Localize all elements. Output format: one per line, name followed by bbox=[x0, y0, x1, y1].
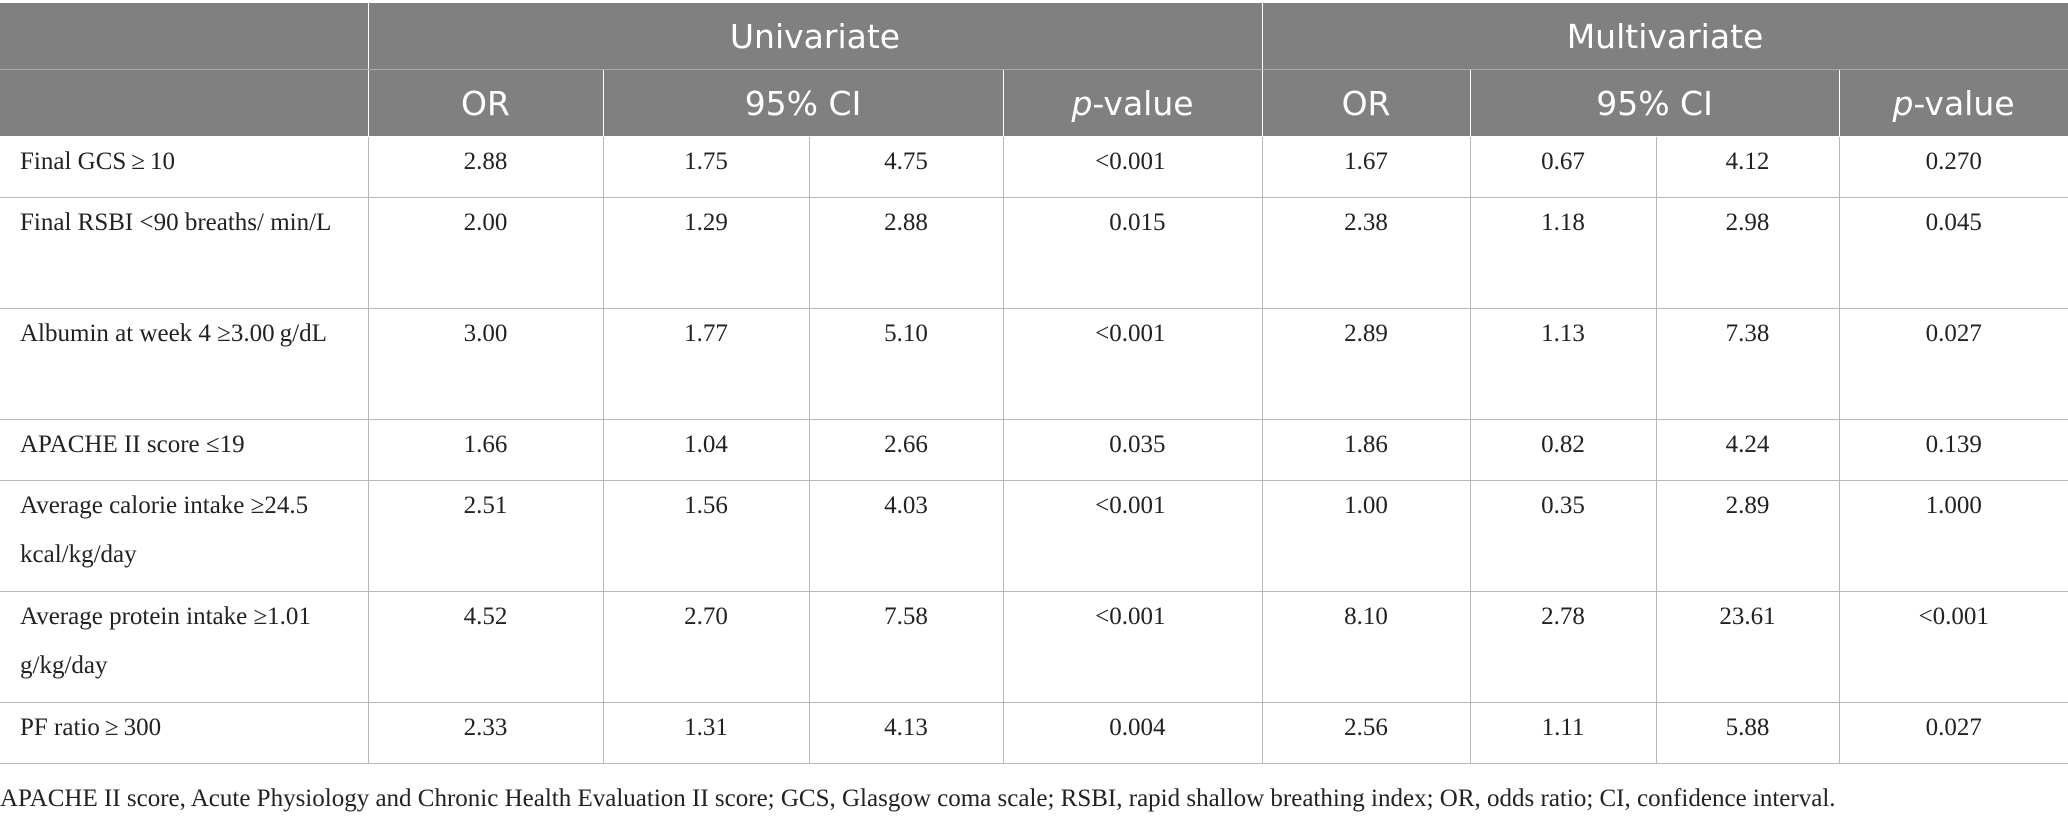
univariate-ci-low: 1.29 bbox=[602, 197, 810, 309]
p-letter: p bbox=[1071, 83, 1093, 123]
multivariate-ci-low: 0.67 bbox=[1469, 136, 1657, 198]
univariate-ci-high: 2.66 bbox=[808, 419, 1004, 481]
multivariate-ci-low: 0.35 bbox=[1469, 480, 1657, 592]
table-row: Final RSBI <90 breaths/ min/L 2.00 1.29 … bbox=[0, 197, 2068, 309]
header-univariate-ci: 95% CI bbox=[602, 69, 1004, 137]
table-row: Albumin at week 4 ≥3.00 g/dL 3.00 1.77 5… bbox=[0, 308, 2068, 420]
p-letter: p bbox=[1892, 83, 1914, 123]
row-label: Final GCS ≥ 10 bbox=[0, 136, 369, 198]
header-blank-cell bbox=[0, 69, 369, 137]
table-row: Average protein intake ≥1.01 g/kg/day 4.… bbox=[0, 591, 2068, 703]
table-row: Final GCS ≥ 10 2.88 1.75 4.75 <0.001 1.6… bbox=[0, 136, 2068, 198]
table-header: Univariate Multivariate OR 95% CI p-valu… bbox=[0, 3, 2068, 137]
table-row: Average calorie intake ≥24.5 kcal/kg/day… bbox=[0, 480, 2068, 592]
table-footnote: APACHE II score, Acute Physiology and Ch… bbox=[0, 785, 1836, 812]
univariate-or: 3.00 bbox=[367, 308, 604, 420]
multivariate-ci-low: 1.18 bbox=[1469, 197, 1657, 309]
multivariate-ci-low: 1.13 bbox=[1469, 308, 1657, 420]
row-label: Average protein intake ≥1.01 g/kg/day bbox=[0, 591, 369, 703]
multivariate-ci-high: 7.38 bbox=[1655, 308, 1840, 420]
univariate-or: 1.66 bbox=[367, 419, 604, 481]
univariate-pvalue: <0.001 bbox=[1002, 136, 1263, 198]
multivariate-pvalue: 0.045 bbox=[1838, 197, 2068, 309]
header-multivariate-pvalue: p-value bbox=[1838, 69, 2068, 137]
table-body: Final GCS ≥ 10 2.88 1.75 4.75 <0.001 1.6… bbox=[0, 136, 2068, 764]
header-multivariate-or: OR bbox=[1261, 69, 1471, 137]
univariate-or: 2.00 bbox=[367, 197, 604, 309]
univariate-ci-low: 1.04 bbox=[602, 419, 810, 481]
header-blank-cell bbox=[0, 3, 369, 70]
univariate-ci-low: 1.75 bbox=[602, 136, 810, 198]
results-table-container: Univariate Multivariate OR 95% CI p-valu… bbox=[0, 3, 2068, 764]
multivariate-pvalue: 1.000 bbox=[1838, 480, 2068, 592]
multivariate-or: 2.38 bbox=[1261, 197, 1471, 309]
univariate-pvalue: <0.001 bbox=[1002, 308, 1263, 420]
multivariate-or: 1.86 bbox=[1261, 419, 1471, 481]
multivariate-ci-high: 2.98 bbox=[1655, 197, 1840, 309]
univariate-ci-high: 2.88 bbox=[808, 197, 1004, 309]
header-univariate-or: OR bbox=[367, 69, 604, 137]
univariate-or: 2.88 bbox=[367, 136, 604, 198]
multivariate-pvalue: 0.270 bbox=[1838, 136, 2068, 198]
row-label: APACHE II score ≤19 bbox=[0, 419, 369, 481]
univariate-pvalue: 0.035 bbox=[1002, 419, 1263, 481]
multivariate-ci-high: 4.24 bbox=[1655, 419, 1840, 481]
univariate-ci-high: 5.10 bbox=[808, 308, 1004, 420]
table-row: PF ratio ≥ 300 2.33 1.31 4.13 0.004 2.56… bbox=[0, 702, 2068, 764]
header-univariate-pvalue: p-value bbox=[1002, 69, 1263, 137]
table-row: APACHE II score ≤19 1.66 1.04 2.66 0.035… bbox=[0, 419, 2068, 481]
multivariate-pvalue: 0.027 bbox=[1838, 308, 2068, 420]
p-suffix: -value bbox=[1913, 83, 2015, 123]
univariate-ci-low: 1.31 bbox=[602, 702, 810, 764]
univariate-or: 2.51 bbox=[367, 480, 604, 592]
multivariate-ci-high: 5.88 bbox=[1655, 702, 1840, 764]
univariate-ci-high: 4.75 bbox=[808, 136, 1004, 198]
multivariate-ci-high: 2.89 bbox=[1655, 480, 1840, 592]
multivariate-ci-low: 1.11 bbox=[1469, 702, 1657, 764]
multivariate-or: 8.10 bbox=[1261, 591, 1471, 703]
p-suffix: -value bbox=[1092, 83, 1194, 123]
header-univariate: Univariate bbox=[367, 3, 1263, 70]
multivariate-ci-low: 0.82 bbox=[1469, 419, 1657, 481]
row-label: Average calorie intake ≥24.5 kcal/kg/day bbox=[0, 480, 369, 592]
multivariate-or: 2.89 bbox=[1261, 308, 1471, 420]
multivariate-or: 1.00 bbox=[1261, 480, 1471, 592]
multivariate-ci-high: 4.12 bbox=[1655, 136, 1840, 198]
multivariate-pvalue: 0.139 bbox=[1838, 419, 2068, 481]
univariate-or: 2.33 bbox=[367, 702, 604, 764]
header-multivariate: Multivariate bbox=[1261, 3, 2068, 70]
row-label: PF ratio ≥ 300 bbox=[0, 702, 369, 764]
univariate-ci-low: 1.77 bbox=[602, 308, 810, 420]
univariate-ci-high: 7.58 bbox=[808, 591, 1004, 703]
multivariate-or: 1.67 bbox=[1261, 136, 1471, 198]
row-label: Final RSBI <90 breaths/ min/L bbox=[0, 197, 369, 309]
univariate-pvalue: 0.015 bbox=[1002, 197, 1263, 309]
multivariate-ci-high: 23.61 bbox=[1655, 591, 1840, 703]
multivariate-or: 2.56 bbox=[1261, 702, 1471, 764]
multivariate-pvalue: <0.001 bbox=[1838, 591, 2068, 703]
univariate-or: 4.52 bbox=[367, 591, 604, 703]
univariate-pvalue: 0.004 bbox=[1002, 702, 1263, 764]
regression-table: Univariate Multivariate OR 95% CI p-valu… bbox=[0, 3, 2068, 764]
header-multivariate-ci: 95% CI bbox=[1469, 69, 1840, 137]
univariate-ci-low: 2.70 bbox=[602, 591, 810, 703]
univariate-ci-high: 4.03 bbox=[808, 480, 1004, 592]
row-label: Albumin at week 4 ≥3.00 g/dL bbox=[0, 308, 369, 420]
univariate-pvalue: <0.001 bbox=[1002, 480, 1263, 592]
univariate-pvalue: <0.001 bbox=[1002, 591, 1263, 703]
multivariate-pvalue: 0.027 bbox=[1838, 702, 2068, 764]
univariate-ci-low: 1.56 bbox=[602, 480, 810, 592]
multivariate-ci-low: 2.78 bbox=[1469, 591, 1657, 703]
univariate-ci-high: 4.13 bbox=[808, 702, 1004, 764]
